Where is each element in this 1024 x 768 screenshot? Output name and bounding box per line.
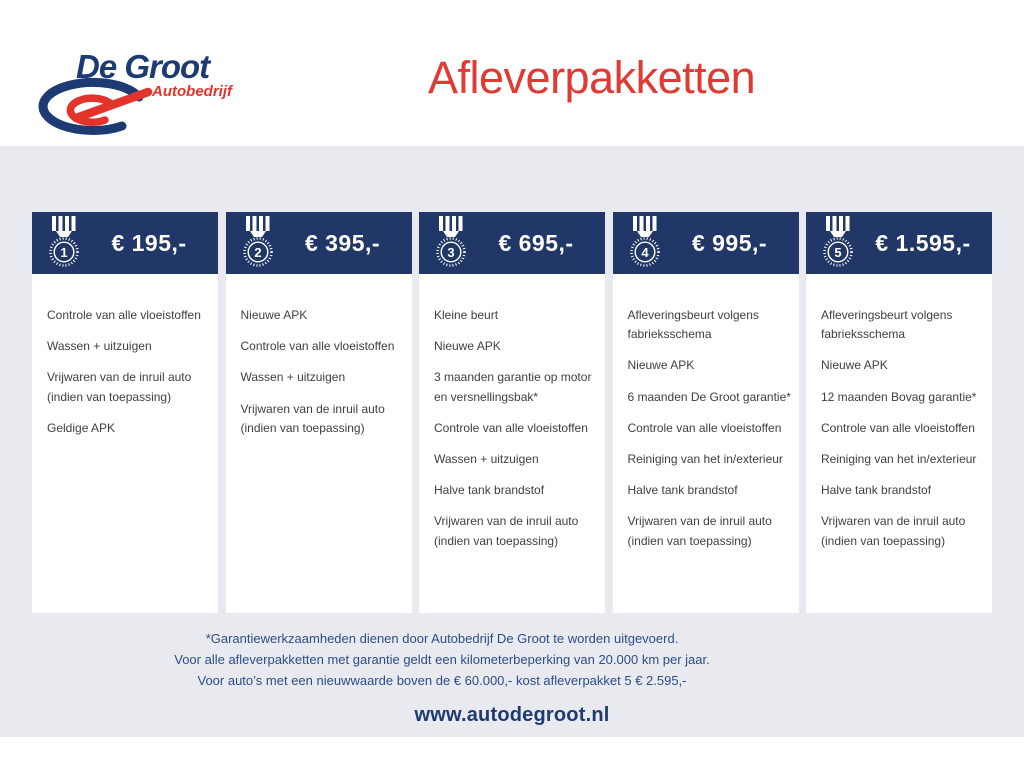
brand-swoosh-icon	[38, 77, 153, 135]
package-price: € 995,-	[691, 229, 768, 256]
page-title: Afleverpakketten	[428, 52, 756, 103]
website-link[interactable]: www.autodegroot.nl	[414, 704, 610, 726]
package-1-header: 1 € 195,-	[32, 212, 218, 274]
footnote-line: *Garantiewerkzaamheden dienen door Autob…	[205, 631, 679, 646]
feature-item: Reiniging van het in/exterieur	[821, 451, 977, 466]
medal-icon: 1	[49, 215, 79, 267]
feature-item: Halve tank brandstof	[821, 483, 932, 498]
feature-item: Geldige APK	[47, 420, 116, 435]
feature-item: 3 maanden garantie op motor en versnelli…	[434, 370, 592, 404]
feature-item: Nieuwe APK	[434, 339, 501, 354]
feature-item: Wassen + uitzuigen	[434, 451, 539, 466]
feature-list: Controle van alle vloeistoffen Wassen + …	[32, 274, 218, 450]
feature-item: Reiniging van het in/exterieur	[627, 451, 783, 466]
medal-number: 5	[834, 245, 841, 260]
feature-item: Nieuwe APK	[240, 308, 308, 322]
feature-item: 6 maanden De Groot garantie*	[627, 389, 791, 404]
package-price: € 695,-	[498, 229, 574, 256]
package-card-3: 3 € 695,- Kleine beurt Nieuwe APK 3 maan…	[419, 212, 605, 613]
feature-item: Vrijwaren van de inruil auto (indien van…	[47, 370, 192, 404]
package-3-header: 3 € 695,-	[419, 212, 605, 274]
feature-item: Vrijwaren van de inruil auto (indien van…	[821, 514, 966, 548]
feature-item: 12 maanden Bovag garantie*	[821, 389, 977, 404]
package-cards: 1 € 195,- Controle van alle vloeistoffen…	[32, 212, 992, 613]
package-5-header: 5 € 1.595,-	[806, 212, 992, 274]
feature-item: Controle van alle vloeistoffen	[240, 339, 395, 354]
footnote-line: Voor auto’s met een nieuwwaarde boven de…	[197, 673, 687, 688]
feature-item: Controle van alle vloeistoffen	[627, 420, 782, 435]
feature-list: Afleveringsbeurt volgens fabrieksschema …	[806, 274, 992, 563]
package-price: € 1.595,-	[875, 229, 971, 256]
feature-list: Nieuwe APK Controle van alle vloeistoffe…	[226, 274, 412, 450]
feature-item: Halve tank brandstof	[434, 483, 545, 498]
feature-item: Kleine beurt	[434, 308, 499, 322]
medal-number: 2	[254, 245, 261, 260]
medal-icon: 5	[823, 215, 853, 267]
packages-band: 1 € 195,- Controle van alle vloeistoffen…	[0, 146, 1024, 737]
feature-item: Controle van alle vloeistoffen	[434, 420, 588, 435]
package-2-header: 2 € 395,-	[225, 212, 412, 274]
medal-number: 3	[447, 245, 454, 260]
feature-item: Controle van alle vloeistoffen	[821, 420, 975, 435]
brand-logo: De Groot Autobedrijf	[34, 46, 244, 138]
feature-item: Wassen + uitzuigen	[47, 339, 152, 354]
feature-item: Nieuwe APK	[821, 358, 888, 373]
feature-item: Controle van alle vloeistoffen	[47, 308, 201, 322]
package-card-5: 5 € 1.595,- Afleveringsbeurt volgens fab…	[806, 212, 992, 613]
medal-number: 1	[60, 245, 67, 260]
brand-subtitle: Autobedrijf	[152, 83, 232, 100]
feature-item: Halve tank brandstof	[627, 483, 738, 498]
medal-icon: 4	[629, 215, 660, 267]
feature-list: Kleine beurt Nieuwe APK 3 maanden garant…	[419, 274, 605, 563]
medal-icon: 3	[436, 215, 466, 267]
feature-item: Afleveringsbeurt volgens fabrieksschema	[821, 308, 953, 342]
feature-item: Nieuwe APK	[627, 358, 695, 373]
footnote-line: Voor alle afleverpakketten met garantie …	[174, 652, 710, 667]
medal-icon: 2	[242, 215, 273, 267]
brand-name: De Groot	[76, 48, 210, 85]
package-card-4: 4 € 995,- Afleveringsbeurt volgens fabri…	[612, 212, 799, 613]
footnotes: *Garantiewerkzaamheden dienen door Autob…	[2, 628, 882, 691]
package-4-header: 4 € 995,-	[612, 212, 799, 274]
feature-item: Vrijwaren van de inruil auto (indien van…	[240, 401, 385, 435]
feature-item: Wassen + uitzuigen	[240, 370, 346, 385]
feature-item: Afleveringsbeurt volgens fabrieksschema	[627, 308, 759, 342]
package-price: € 195,-	[111, 229, 187, 256]
package-card-1: 1 € 195,- Controle van alle vloeistoffen…	[32, 212, 218, 613]
package-card-2: 2 € 395,- Nieuwe APK Controle van alle v…	[225, 212, 412, 613]
medal-number: 4	[641, 245, 649, 260]
feature-item: Vrijwaren van de inruil auto (indien van…	[434, 514, 579, 548]
feature-item: Vrijwaren van de inruil auto (indien van…	[627, 514, 772, 548]
feature-list: Afleveringsbeurt volgens fabrieksschema …	[613, 274, 799, 563]
package-price: € 395,-	[304, 229, 381, 256]
